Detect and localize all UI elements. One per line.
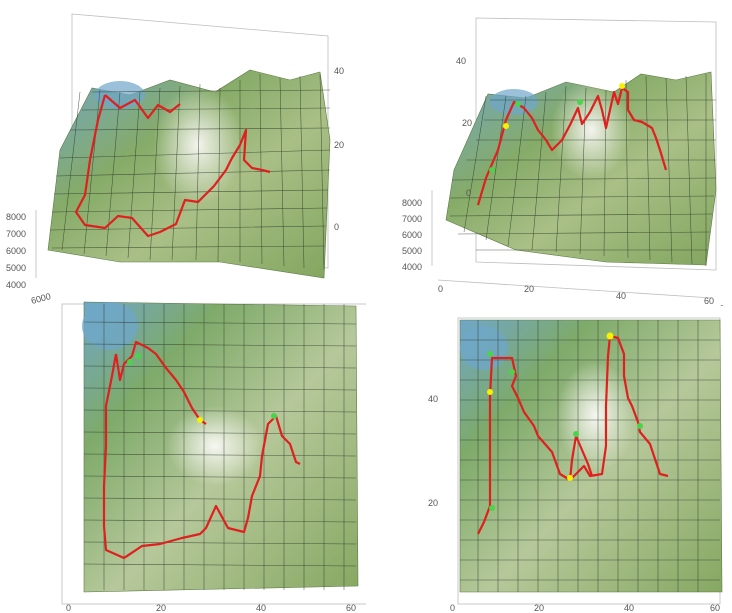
marker-yellow xyxy=(567,475,573,481)
terrain-3d-left-svg: 40 20 0 8000 7000 6000 5000 4000 6000 xyxy=(6,13,344,306)
marker-green xyxy=(509,369,515,375)
terrain-panel-3d-right: 40 20 0 8000 7000 6000 5000 4000 0 20 40… xyxy=(366,0,732,306)
terrain-top-left-svg: 40 20 0 0 20 40 60 xyxy=(61,301,366,613)
z-tick: 40 xyxy=(334,66,344,76)
marker-yellow xyxy=(503,123,509,129)
terrain-grid xyxy=(83,304,357,590)
x-tick: 20 xyxy=(534,603,544,613)
marker-yellow xyxy=(197,417,203,423)
z-tick: 20 xyxy=(462,118,472,128)
terrain-grid xyxy=(449,74,717,266)
x-tick: 20 xyxy=(524,284,534,294)
x-tick: 0 xyxy=(438,284,443,294)
terrain-top-right-svg: 40 20 0 20 40 60 xyxy=(428,317,723,613)
terrain-peak xyxy=(167,406,263,486)
x-tick: 40 xyxy=(616,291,626,301)
y-tick: 4000 xyxy=(402,262,422,272)
x-tick: 60 xyxy=(710,603,720,613)
marker-yellow xyxy=(487,389,493,395)
route-path xyxy=(476,86,668,206)
x-tick: 40 xyxy=(256,603,266,613)
y-tick: 6000 xyxy=(402,230,422,240)
marker-green xyxy=(489,167,495,173)
marker-green xyxy=(487,351,493,357)
marker-green xyxy=(573,431,579,437)
terrain-valley xyxy=(460,326,508,370)
y-tick: 8000 xyxy=(402,198,422,208)
axis-x-line xyxy=(437,279,713,299)
marker-green xyxy=(135,353,141,359)
marker-green xyxy=(127,359,133,365)
x-tick: 60 xyxy=(346,603,356,613)
y-tick: 5000 xyxy=(402,246,422,256)
marker-green xyxy=(515,101,521,107)
marker-green xyxy=(271,413,277,419)
terrain-grid xyxy=(460,320,720,592)
marker-yellow xyxy=(619,83,625,89)
terrain-panel-3d-left: 40 20 0 8000 7000 6000 5000 4000 6000 xyxy=(0,0,366,306)
route-path-branch xyxy=(114,340,207,425)
terrain-panel-top-left: 40 20 0 0 20 40 60 xyxy=(0,296,366,613)
z-tick: 0 xyxy=(334,222,339,232)
terrain-3d-right-svg: 40 20 0 8000 7000 6000 5000 4000 0 20 40… xyxy=(402,17,726,306)
x-tick: 60 xyxy=(704,296,714,306)
y-tick: 5000 xyxy=(6,263,26,273)
terrain-peak xyxy=(551,80,631,180)
terrain-valley xyxy=(82,302,138,350)
route-path xyxy=(74,94,271,238)
terrain-panel-top-right: 40 20 0 20 40 60 xyxy=(366,296,732,613)
z-tick: 0 xyxy=(466,188,471,198)
marker-yellow xyxy=(606,332,614,340)
z-tick: 20 xyxy=(334,140,344,150)
route-path xyxy=(477,334,669,535)
marker-green xyxy=(577,99,583,105)
x-tick: 40 xyxy=(624,603,634,613)
y-tick: 7000 xyxy=(402,214,422,224)
corner-label: 6000 xyxy=(704,303,726,306)
y-tick: 4000 xyxy=(6,280,26,290)
terrain-peak xyxy=(556,361,636,471)
route-markers xyxy=(489,83,625,173)
y-tick: 40 xyxy=(428,394,438,404)
route-markers xyxy=(487,332,643,511)
x-tick: 0 xyxy=(450,603,455,613)
y-tick: 6000 xyxy=(6,246,26,256)
x-tick: 0 xyxy=(66,603,71,613)
terrain-grid xyxy=(49,73,331,271)
y-tick: 8000 xyxy=(6,212,26,222)
route-markers xyxy=(127,353,277,423)
terrain-peak xyxy=(153,85,243,205)
route-path-branch xyxy=(104,94,181,120)
marker-green xyxy=(489,505,495,511)
y-tick: 7000 xyxy=(6,229,26,239)
y-tick: 20 xyxy=(428,498,438,508)
x-tick: 20 xyxy=(156,603,166,613)
z-tick: 40 xyxy=(456,56,466,66)
marker-green xyxy=(637,423,643,429)
